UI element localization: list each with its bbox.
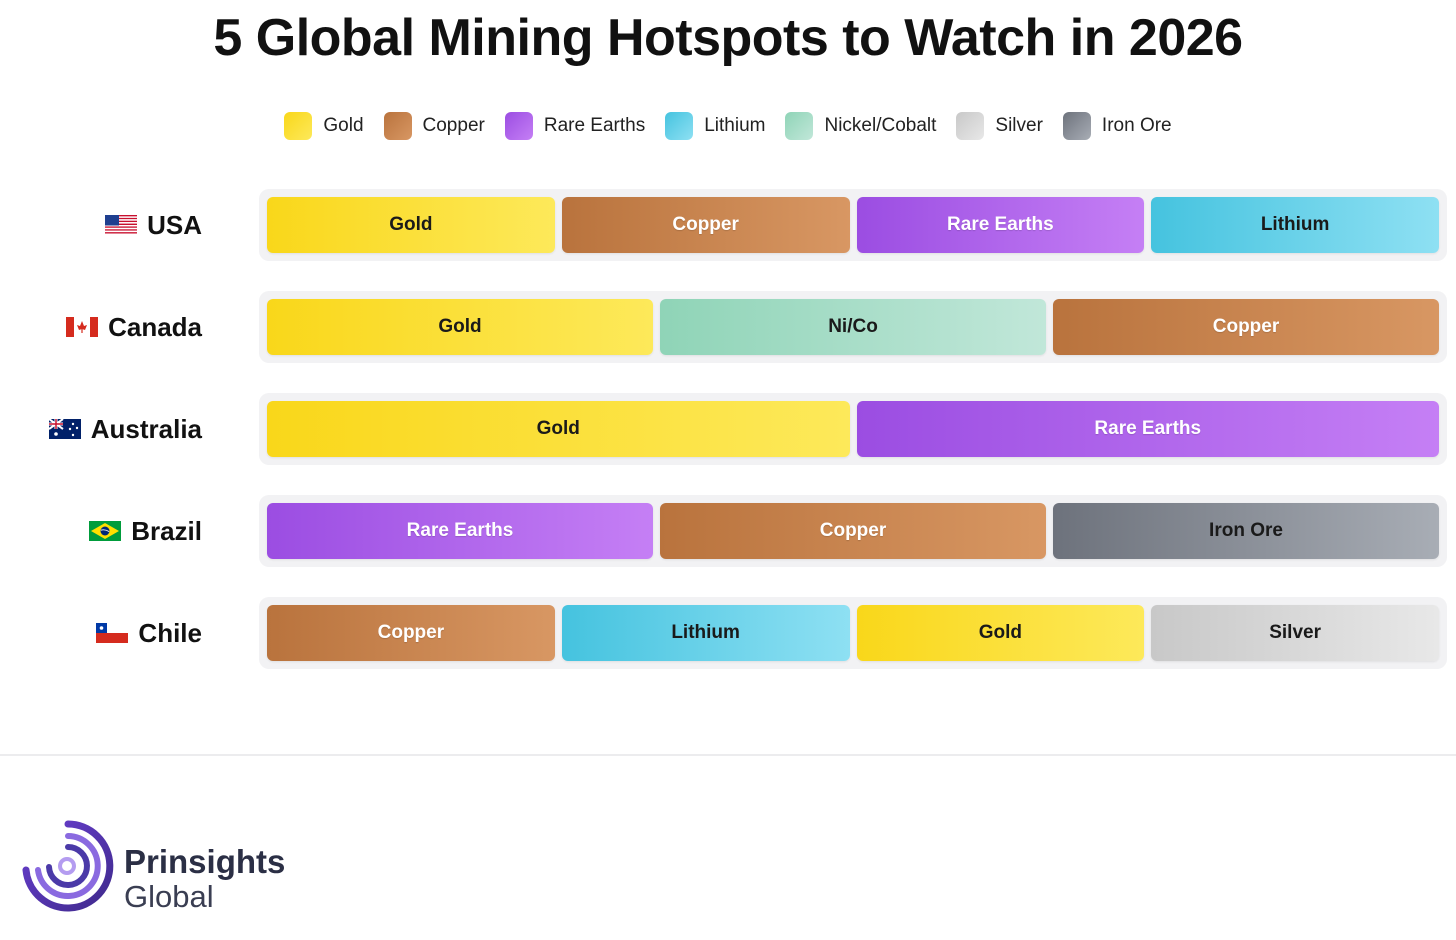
bar-segment-copper: Copper — [561, 197, 850, 253]
legend-item-gold: Gold — [284, 112, 364, 140]
bar-segment-copper: Copper — [660, 503, 1046, 559]
bar-segment-gold: Gold — [267, 299, 653, 355]
legend-item-copper: Copper — [383, 112, 485, 140]
legend-swatch — [383, 112, 412, 140]
legend-swatch — [956, 112, 985, 140]
bar-segment-silver: Silver — [1151, 605, 1439, 661]
brand-subname: Global — [124, 879, 214, 914]
brand-logo — [22, 820, 322, 920]
bar-segment-rare-earths: Rare Earths — [856, 197, 1145, 253]
country-name: Canada — [108, 311, 202, 342]
country-name: USA — [147, 209, 202, 240]
bar-segment-gold: Gold — [856, 605, 1145, 661]
legend-swatch — [284, 112, 313, 140]
legend-label: Nickel/Cobalt — [824, 115, 937, 136]
legend-label: Lithium — [704, 115, 766, 136]
row-label-chile: Chile — [30, 613, 202, 653]
bar-segment-gold: Gold — [267, 401, 850, 457]
ca-flag-icon — [66, 317, 99, 337]
bar-segment-rare-earths: Rare Earths — [856, 401, 1439, 457]
bar-track-brazil: Rare Earths Copper Iron Ore — [259, 495, 1447, 567]
legend-label: Iron Ore — [1101, 115, 1172, 136]
country-name: Brazil — [131, 515, 202, 546]
country-name: Australia — [90, 413, 202, 444]
bar-segment-rare-earths: Rare Earths — [267, 503, 653, 559]
legend-swatch — [1062, 112, 1091, 140]
country-name: Chile — [138, 617, 202, 648]
row-label-brazil: Brazil — [30, 511, 202, 551]
bar-segment-iron-ore: Iron Ore — [1053, 503, 1439, 559]
concentric-swirl-logo-icon — [22, 820, 114, 912]
legend-label: Silver — [995, 115, 1043, 136]
bar-segment-copper: Copper — [1053, 299, 1439, 355]
bar-track-usa: Gold Copper Rare Earths Lithium — [259, 189, 1447, 261]
legend-item-nickel-cobalt: Nickel/Cobalt — [785, 112, 936, 140]
footer-divider — [0, 754, 1456, 756]
bar-segment-lithium: Lithium — [1151, 197, 1439, 253]
row-label-canada: Canada — [30, 307, 202, 347]
bar-segment-copper: Copper — [267, 605, 555, 661]
bar-segment-nickel-cobalt: Ni/Co — [660, 299, 1046, 355]
legend-swatch — [785, 112, 814, 140]
chart-title: 5 Global Mining Hotspots to Watch in 202… — [213, 9, 1243, 67]
bar-segment-lithium: Lithium — [561, 605, 850, 661]
legend-label: Copper — [422, 115, 485, 136]
cl-flag-icon — [96, 623, 129, 643]
legend-item-lithium: Lithium — [665, 112, 765, 140]
bar-track-australia: Gold Rare Earths — [259, 393, 1447, 465]
legend: Gold Copper Rare Earths Lithium Nickel/Cobal… — [0, 110, 1456, 142]
au-flag-icon — [48, 419, 81, 439]
legend-item-rare-earths: Rare Earths — [504, 112, 646, 140]
row-label-australia: Australia — [30, 409, 202, 449]
row-label-usa: USA — [30, 205, 202, 245]
legend-swatch — [665, 112, 694, 140]
legend-swatch — [504, 112, 533, 140]
bar-track-chile: Copper Lithium Gold Silver — [259, 597, 1447, 669]
legend-label: Rare Earths — [543, 115, 646, 136]
us-flag-icon — [105, 215, 138, 235]
legend-label: Gold — [323, 115, 364, 136]
legend-item-silver: Silver — [956, 112, 1043, 140]
bar-track-canada: Gold Ni/Co Copper — [259, 291, 1447, 363]
br-flag-icon — [89, 521, 122, 541]
legend-item-iron-ore: Iron Ore — [1062, 112, 1172, 140]
bar-segment-gold: Gold — [267, 197, 555, 253]
brand-name: Prinsights — [124, 843, 286, 880]
